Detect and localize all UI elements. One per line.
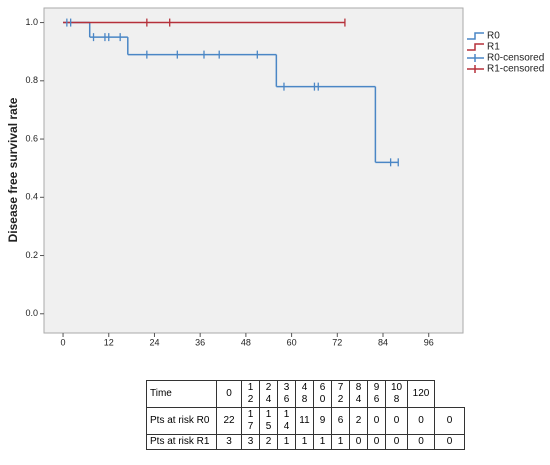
y-tick-label: 0.8 [25, 75, 38, 85]
table-cell: 15 [259, 407, 278, 435]
x-tick-label: 0 [61, 337, 66, 347]
table-cell: 1 [331, 434, 350, 450]
table-cell: 3 [241, 434, 260, 450]
table-cell: Pts at risk R0 [146, 407, 217, 435]
legend-label: R1 [487, 42, 500, 53]
table-row: Pts at risk R1 3 3 2 1 1 1 1 0 0 0 0 0 [146, 434, 465, 450]
chart: Disease free survival rate 0.0 0.2 0.4 0.6 0… [6, 7, 544, 347]
x-tick-label: 36 [195, 337, 205, 347]
x-tick-label: 12 [104, 337, 114, 347]
table-cell: 84 [349, 380, 368, 408]
legend-label: R0-censored [487, 53, 544, 64]
table-cell: 0 [385, 434, 408, 450]
legend-swatch [467, 32, 484, 40]
table-cell: 1 [277, 434, 296, 450]
table-cell: 12 [241, 380, 260, 408]
x-tick-label: 96 [424, 337, 434, 347]
y-axis-title: Disease free survival rate [6, 97, 20, 242]
table-cell: 60 [313, 380, 332, 408]
table-cell: 6 [331, 407, 350, 435]
plot-area [43, 7, 464, 334]
table-cell: 120 [407, 380, 435, 408]
y-tick-label: 0.2 [25, 250, 38, 260]
x-tick-label: 84 [378, 337, 388, 347]
x-tick-label: 60 [287, 337, 297, 347]
table-cell: 0 [434, 407, 465, 435]
table-cell: 0 [367, 407, 386, 435]
y-tick-label: 1.0 [25, 17, 38, 27]
table-cell: 0 [434, 434, 465, 450]
table-cell: 0 [349, 434, 368, 450]
table-cell: 0 [216, 380, 242, 408]
table-cell: 24 [259, 380, 278, 408]
risk-table: Time 0 12 24 36 48 60 72 84 96 108 120 Pts at risk R… [146, 380, 465, 450]
table-cell: 1 [295, 434, 314, 450]
table-cell: 17 [241, 407, 260, 435]
table-cell: 2 [349, 407, 368, 435]
table-cell: 1 [313, 434, 332, 450]
table-cell: 3 [216, 434, 242, 450]
x-tick-label: 24 [149, 337, 159, 347]
table-cell: 22 [216, 407, 242, 435]
table-cell: 0 [407, 407, 435, 435]
table-cell: Time [146, 380, 217, 408]
table-cell: 96 [367, 380, 386, 408]
x-tick-label: 48 [241, 337, 251, 347]
table-row: Time 0 12 24 36 48 60 72 84 96 108 120 [146, 380, 465, 408]
table-row: Pts at risk R0 22 17 15 14 11 9 6 2 0 0 0 0 [146, 407, 465, 435]
table-cell: 72 [331, 380, 350, 408]
legend-label: R1-censored [487, 64, 544, 75]
x-tick-label: 72 [332, 337, 342, 347]
legend-label: R0 [487, 31, 500, 42]
y-tick-label: 0.6 [25, 133, 38, 143]
table-cell: 11 [295, 407, 314, 435]
legend-swatch [467, 43, 484, 51]
table-cell: 0 [367, 434, 386, 450]
table-cell: 14 [277, 407, 296, 435]
table-cell: 48 [295, 380, 314, 408]
y-tick-label: 0.0 [25, 308, 38, 318]
table-cell: 108 [385, 380, 408, 408]
table-cell: 2 [259, 434, 278, 450]
table-cell: 0 [407, 434, 435, 450]
y-tick-label: 0.4 [25, 192, 38, 202]
table-cell: 9 [313, 407, 332, 435]
table-cell: 0 [385, 407, 408, 435]
table-cell: 36 [277, 380, 296, 408]
table-cell: Pts at risk R1 [146, 434, 217, 450]
